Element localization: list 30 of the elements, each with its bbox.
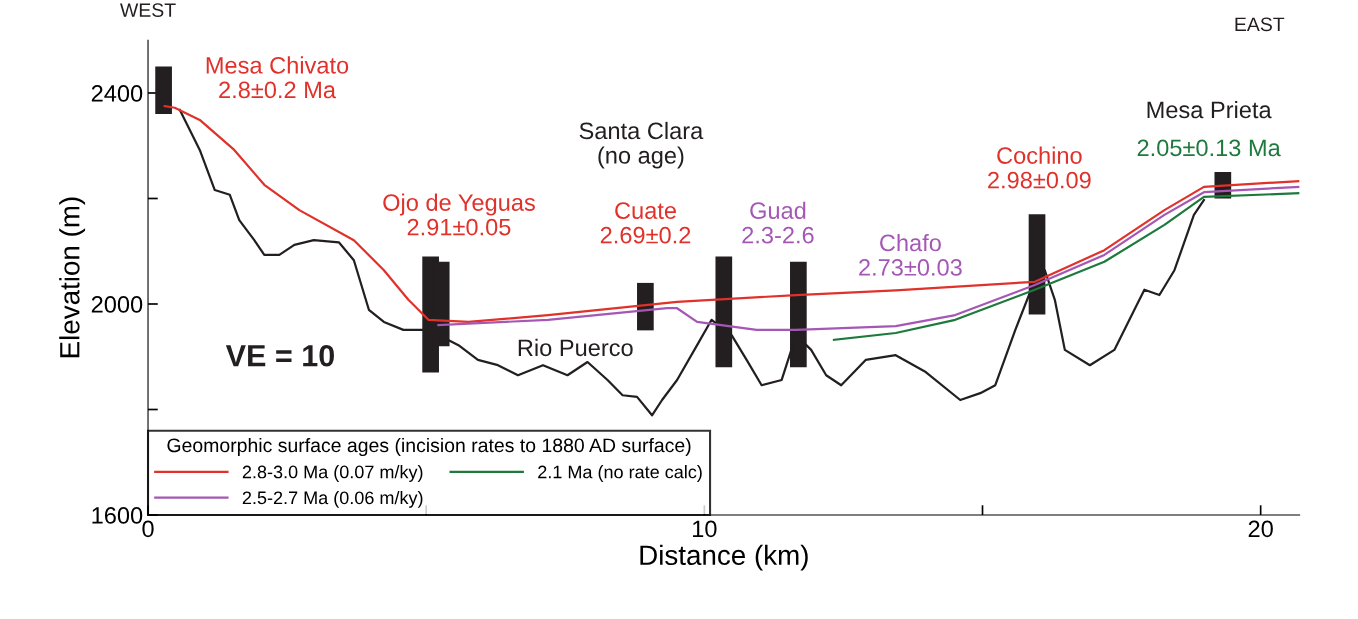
annotation: Ojo de Yeguas 2.91±0.05: [383, 193, 535, 236]
bar: [790, 261, 807, 368]
legend-label: 2.1 Ma (no rate calc): [538, 465, 702, 482]
y-axis-title: Elevation (m): [59, 197, 86, 358]
legend-label: 2.5-2.7 Ma (0.06 m/ky): [242, 490, 423, 508]
y-tick-label: 2400: [91, 85, 143, 102]
bar: [155, 66, 172, 115]
annotation: Mesa Prieta: [1147, 100, 1272, 119]
legend-label: 2.8-3.0 Ma (0.07 m/ky): [242, 465, 423, 482]
annotation: Cuate 2.69±0.2: [600, 202, 691, 244]
annotation: VE = 10: [225, 344, 334, 367]
y-tick-label: 1600: [92, 507, 143, 524]
legend-title: Geomorphic surface ages (incision rates to 1880 AD surface): [167, 437, 691, 457]
annotation: Mesa Chivato 2.8±0.2 Ma: [206, 56, 349, 99]
x-tick-label: 10: [693, 520, 717, 538]
bar: [715, 256, 733, 368]
annotation: Guad 2.3-2.6: [742, 201, 814, 244]
annotation: Chafo 2.73±0.03: [859, 233, 962, 276]
text: WEST: [120, 3, 176, 17]
bar: [637, 282, 654, 331]
text: EAST: [1235, 17, 1285, 32]
y-tick-label: 2000: [91, 296, 143, 313]
x-tick-label: 0: [142, 520, 154, 538]
annotation: Santa Clara (no age): [579, 121, 704, 169]
line-series: [832, 192, 1300, 341]
annotation: Rio Puerco: [518, 338, 633, 357]
annotation: 2.05±0.13 Ma: [1137, 139, 1281, 157]
x-tick-label: 20: [1248, 520, 1273, 538]
x-axis-title: Distance (km): [640, 544, 808, 571]
annotation: Cochino 2.98±0.09: [988, 146, 1091, 189]
